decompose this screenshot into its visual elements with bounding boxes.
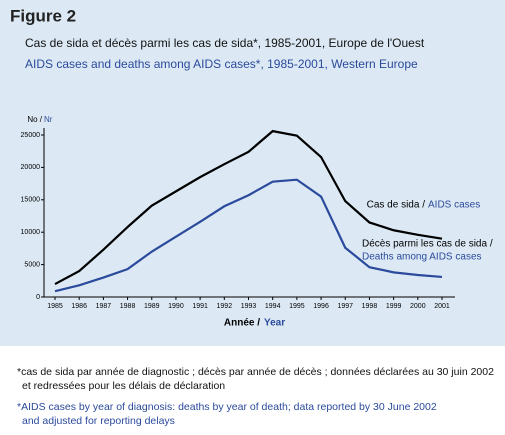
x-tick-label: 1991 xyxy=(192,303,208,310)
x-tick-label: 1986 xyxy=(71,303,87,310)
x-tick-label: 1997 xyxy=(337,303,353,310)
series-line xyxy=(54,178,443,293)
y-tick-label: 0 xyxy=(36,294,40,301)
y-label: Nr xyxy=(44,115,53,124)
y-tick-label: 20000 xyxy=(21,164,41,171)
footnote: et redressées pour les délais de déclara… xyxy=(22,380,225,392)
x-tick-label: 1987 xyxy=(96,303,112,310)
x-tick-label: 2001 xyxy=(434,303,450,310)
figure-label: Figure 2 xyxy=(10,6,76,25)
panel xyxy=(0,0,505,346)
x-label: Année / xyxy=(224,318,260,329)
series-label: Décès parmi les cas de sida / xyxy=(362,239,493,250)
footnote: *AIDS cases by year of diagnosis: deaths… xyxy=(17,401,437,413)
x-tick-label: 1995 xyxy=(289,303,305,310)
x-tick-label: 2000 xyxy=(410,303,426,310)
y-label: No / xyxy=(27,115,42,124)
y-tick-label: 5000 xyxy=(24,261,40,268)
series-label: Cas de sida / xyxy=(367,200,426,211)
x-label: Year xyxy=(264,318,285,329)
y-tick-label: 15000 xyxy=(21,197,41,204)
footnote: and adjusted for reporting delays xyxy=(22,415,175,427)
chart-subtitle: AIDS cases and deaths among AIDS cases*,… xyxy=(25,57,418,71)
x-tick-label: 1994 xyxy=(265,303,281,310)
series-label: AIDS cases xyxy=(428,200,480,211)
x-tick-label: 1992 xyxy=(217,303,233,310)
x-tick-label: 1990 xyxy=(168,303,184,310)
x-tick-label: 1999 xyxy=(386,303,402,310)
footnote: *cas de sida par année de diagnostic ; d… xyxy=(17,366,494,378)
x-tick-label: 1985 xyxy=(47,303,63,310)
x-tick-label: 1993 xyxy=(241,303,257,310)
series-label: Deaths among AIDS cases xyxy=(362,252,482,263)
x-tick-label: 1988 xyxy=(120,303,136,310)
x-tick-label: 1998 xyxy=(362,303,378,310)
y-tick-label: 10000 xyxy=(21,229,41,236)
x-tick-label: 1989 xyxy=(144,303,160,310)
series-line xyxy=(54,129,443,286)
chart-title: Cas de sida et décès parmi les cas de si… xyxy=(25,36,425,50)
y-tick-label: 25000 xyxy=(21,132,41,139)
x-tick-label: 1996 xyxy=(313,303,329,310)
